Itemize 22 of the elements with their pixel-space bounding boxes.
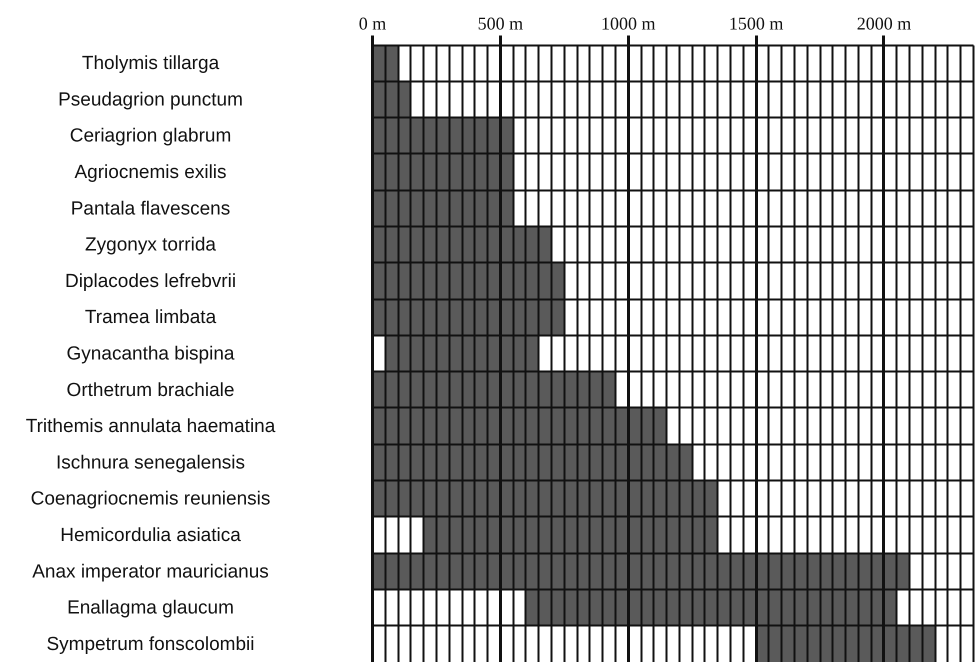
x-tick-label: 1500 m	[728, 14, 784, 34]
y-tick-label: Zygonyx torrida	[85, 234, 216, 256]
y-tick-label: Anax imperator mauricianus	[32, 561, 269, 582]
y-tick-label: Coenagriocnemis reuniensis	[30, 488, 270, 510]
y-tick-label: Sympetrum fonscolombii	[46, 634, 255, 655]
y-tick-label: Tholymis tillarga	[82, 53, 220, 74]
x-tick-label: 2000 m	[856, 14, 912, 34]
y-tick-label: Ceriagrion glabrum	[70, 126, 232, 147]
y-tick-label: Gynacantha bispina	[66, 344, 235, 364]
y-tick-label: Pantala flavescens	[70, 198, 230, 220]
x-tick-label: 1000 m	[600, 14, 656, 34]
y-tick-label: Diplacodes lefrebvrii	[64, 270, 236, 292]
y-tick-label: Tramea limbata	[84, 307, 217, 328]
y-tick-label: Orthetrum brachiale	[66, 380, 234, 401]
x-tick-label: 500 m	[478, 14, 524, 34]
y-tick-label: Enallagma glaucum	[67, 598, 234, 619]
y-tick-label: Agriocnemis exilis	[74, 162, 227, 184]
y-tick-label: Hemicordulia asiatica	[60, 524, 242, 546]
y-tick-label: Trithemis annulata haematina	[26, 416, 276, 438]
x-tick-label: 0 m	[358, 14, 386, 34]
y-tick-label: Ischnura senegalensis	[56, 452, 246, 474]
y-tick-label: Pseudagrion punctum	[58, 89, 243, 110]
